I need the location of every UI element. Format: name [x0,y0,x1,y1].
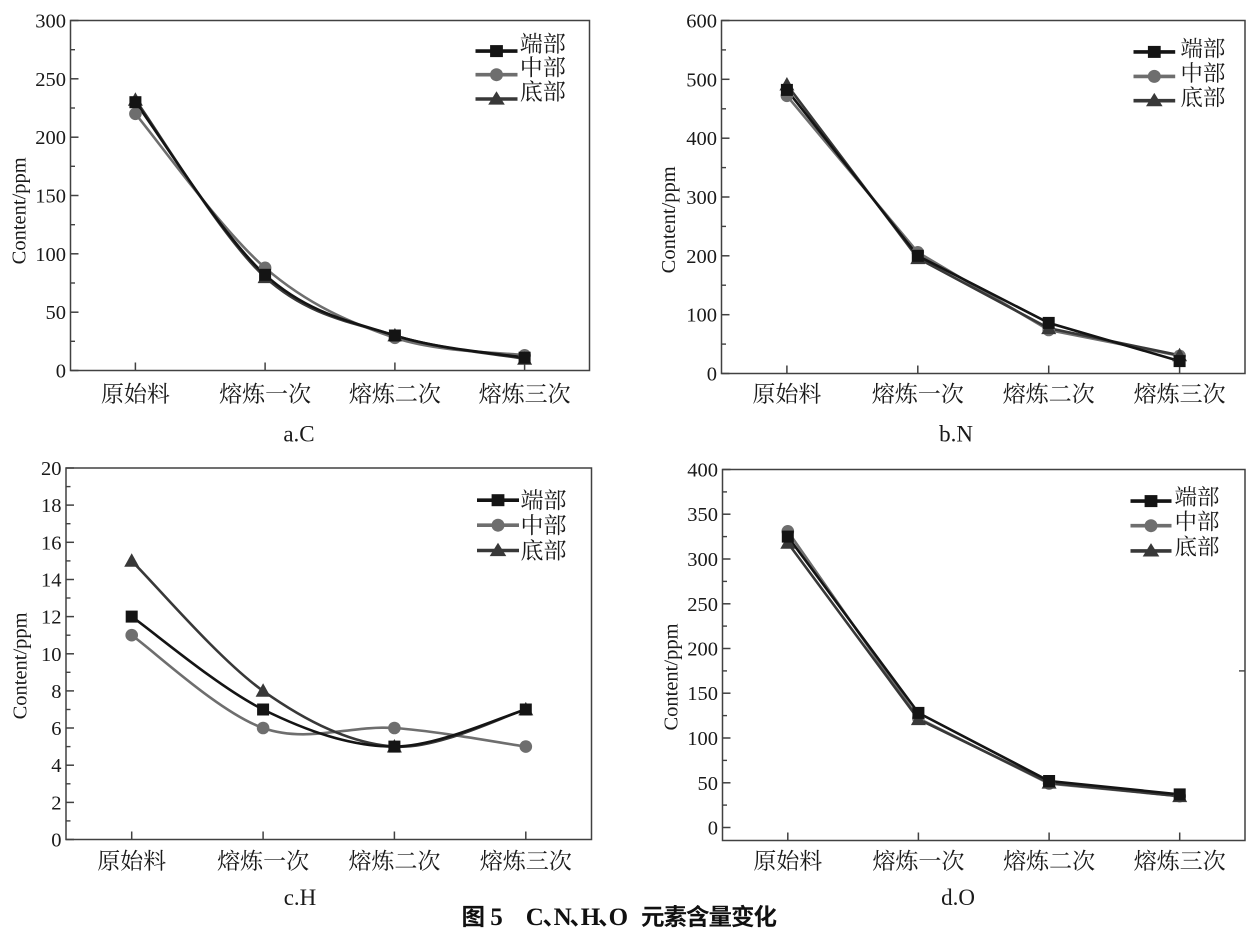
svg-text:300: 300 [35,11,66,33]
svg-text:a.C: a.C [283,422,314,447]
svg-text:H: H [581,904,601,931]
svg-text:Content/ppm: Content/ppm [9,157,31,264]
svg-text:5: 5 [490,904,503,931]
svg-text:50: 50 [46,302,67,324]
svg-text:50: 50 [698,773,719,795]
svg-text:4: 4 [51,755,61,777]
svg-text:20: 20 [41,458,62,480]
svg-text:18: 18 [41,495,62,517]
svg-text:16: 16 [41,532,62,554]
svg-text:c.H: c.H [284,885,317,910]
svg-text:300: 300 [687,549,718,571]
svg-text:100: 100 [35,244,66,266]
svg-text:350: 350 [687,504,718,526]
svg-text:300: 300 [686,187,717,209]
svg-text:400: 400 [686,128,717,150]
svg-text:100: 100 [687,728,718,750]
svg-text:6: 6 [51,718,61,740]
svg-text:200: 200 [687,639,718,661]
svg-text:d.O: d.O [941,885,975,910]
svg-text:200: 200 [35,127,66,149]
svg-text:10: 10 [41,644,62,666]
svg-text:0: 0 [51,830,61,852]
svg-text:Content/ppm: Content/ppm [10,612,32,719]
svg-text:250: 250 [35,69,66,91]
svg-text:600: 600 [686,11,717,33]
svg-text:Content/ppm: Content/ppm [658,166,680,273]
svg-text:200: 200 [686,246,717,268]
svg-text:0: 0 [708,818,718,840]
svg-text:N: N [554,904,572,931]
svg-text:150: 150 [687,683,718,705]
svg-text:Content/ppm: Content/ppm [661,623,683,730]
svg-text:100: 100 [686,305,717,327]
svg-text:250: 250 [687,594,718,616]
svg-text:150: 150 [35,186,66,208]
svg-text:14: 14 [41,570,62,592]
svg-text:C: C [526,904,544,931]
svg-text:400: 400 [687,460,718,482]
svg-text:8: 8 [51,681,61,703]
svg-text:12: 12 [41,607,62,629]
svg-text:0: 0 [707,364,717,386]
svg-text:2: 2 [51,792,61,814]
svg-text:b.N: b.N [939,422,973,447]
svg-text:0: 0 [56,361,66,383]
svg-text:500: 500 [686,69,717,91]
svg-text:O: O [609,904,628,931]
